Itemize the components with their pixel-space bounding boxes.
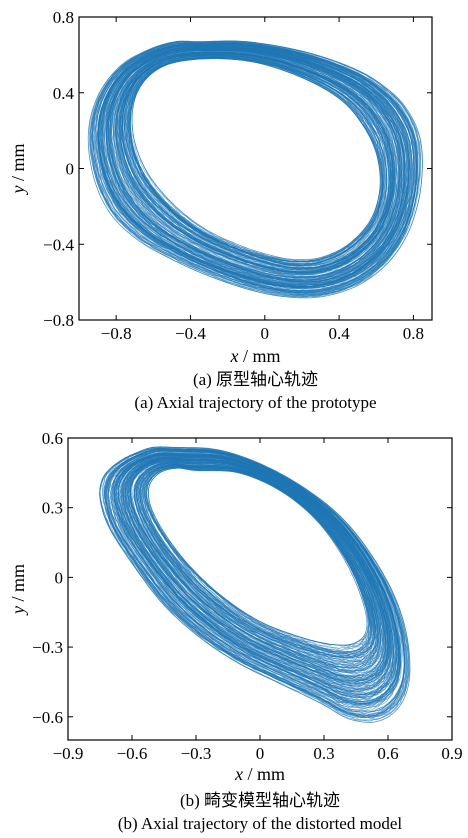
caption-cn-b: (b) 畸变模型轴心轨迹	[180, 791, 340, 810]
y-axis-var-a: y	[8, 186, 28, 196]
caption-cn-a: (a) 原型轴心轨迹	[193, 370, 318, 389]
x-tick-label: 0.6	[377, 744, 398, 763]
trajectory-loop	[97, 43, 413, 292]
trajectory-loop	[100, 44, 411, 292]
ticks-b: −0.9 −0.6 −0.3 0 0.3 0.6 0.9 −0.6 −0.3 0 0.3 0.6	[32, 429, 462, 763]
trajectory-loop	[95, 43, 409, 289]
x-tick-label: 0.4	[328, 324, 350, 343]
x-axis-unit-a: / mm	[238, 346, 280, 366]
trajectory-loop	[124, 456, 392, 692]
trajectory-loop	[135, 463, 379, 669]
y-tick-label: 0.8	[53, 8, 74, 27]
trajectory-loop	[93, 42, 416, 294]
trajectory-loop	[137, 463, 380, 665]
trajectory-loop	[110, 49, 402, 279]
trajectory-outer-edge	[87, 40, 423, 299]
y-axis-label-a: y / mm	[8, 143, 28, 195]
y-axis-var-b: y	[8, 606, 28, 616]
x-tick-label: 0	[261, 324, 270, 343]
x-axis-label-a: x / mm	[229, 346, 280, 366]
x-tick-label: −0.6	[117, 744, 148, 763]
y-tick-label: −0.6	[32, 708, 63, 727]
x-axis-var-b: x	[234, 764, 243, 784]
x-tick-label: 0.3	[313, 744, 334, 763]
x-tick-label: −0.8	[101, 324, 132, 343]
caption-en-b: (b) Axial trajectory of the distorted mo…	[118, 814, 402, 833]
trajectory-loop	[135, 461, 382, 670]
trajectory-loop	[106, 47, 409, 288]
panel-b: −0.9 −0.6 −0.3 0 0.3 0.6 0.9 −0.6 −0.3 0 0.3 0.6 x …	[8, 429, 463, 833]
trajectory-loop	[137, 463, 379, 662]
y-axis-unit-a: / mm	[8, 143, 28, 185]
trajectory-loop	[108, 46, 408, 286]
plot-area-a	[87, 40, 423, 299]
plot-area-b	[99, 446, 411, 723]
y-tick-label: 0.6	[42, 429, 63, 448]
x-tick-label: −0.4	[175, 324, 206, 343]
trajectory-loop	[132, 460, 387, 682]
trajectory-loop	[145, 466, 370, 650]
x-tick-label: 0	[256, 744, 265, 763]
trajectory-loop	[136, 462, 380, 669]
trajectory-loop	[102, 446, 409, 722]
y-tick-label: 0.3	[42, 499, 63, 518]
trajectory-loop	[110, 450, 402, 707]
trajectory-loop	[125, 459, 389, 679]
trajectory-loop	[127, 56, 388, 268]
y-tick-label: 0	[55, 568, 64, 587]
x-tick-label: −0.9	[53, 744, 84, 763]
y-tick-label: −0.3	[32, 638, 63, 657]
y-tick-label: −0.4	[43, 235, 74, 254]
trajectory-inner-edge	[131, 58, 381, 261]
trajectory-loop	[140, 464, 377, 663]
x-axis-label-b: x / mm	[234, 764, 285, 784]
panel-a: −0.8 −0.4 0 0.4 0.8 −0.8 −0.4 0 0.4 0.8 x / mm y …	[8, 8, 433, 412]
trajectory-outer-edge	[99, 446, 411, 723]
trajectory-loop	[99, 45, 411, 287]
x-tick-label: −0.3	[181, 744, 212, 763]
trajectory-loop	[115, 51, 393, 273]
ticks-a: −0.8 −0.4 0 0.4 0.8 −0.8 −0.4 0 0.4 0.8	[43, 8, 432, 343]
x-axis-unit-b: / mm	[243, 764, 285, 784]
trajectory-inner-edge	[148, 467, 368, 646]
trajectory-loop	[139, 464, 379, 665]
trajectory-loop	[121, 54, 391, 270]
trajectory-loop	[101, 44, 412, 289]
caption-en-a: (a) Axial trajectory of the prototype	[134, 393, 376, 412]
y-axis-unit-b: / mm	[8, 564, 28, 606]
trajectory-loop	[125, 56, 381, 263]
trajectory-loop	[107, 450, 406, 712]
trajectory-loop	[95, 42, 418, 295]
x-tick-label: 0.9	[441, 744, 462, 763]
y-tick-label: −0.8	[43, 311, 74, 330]
y-tick-label: 0.4	[53, 84, 75, 103]
trajectory-loop	[109, 48, 406, 283]
trajectory-loop	[111, 451, 399, 703]
y-tick-label: 0	[66, 160, 75, 179]
trajectory-loop	[141, 465, 369, 651]
x-axis-var-a: x	[229, 346, 238, 366]
x-tick-label: 0.8	[403, 324, 424, 343]
trajectory-loop	[124, 457, 384, 679]
trajectory-loop	[113, 50, 400, 278]
trajectory-loop	[122, 53, 394, 274]
trajectory-loop	[124, 55, 387, 267]
trajectory-loop	[129, 58, 384, 263]
y-axis-label-b: y / mm	[8, 564, 28, 616]
trajectory-loop	[121, 456, 391, 684]
